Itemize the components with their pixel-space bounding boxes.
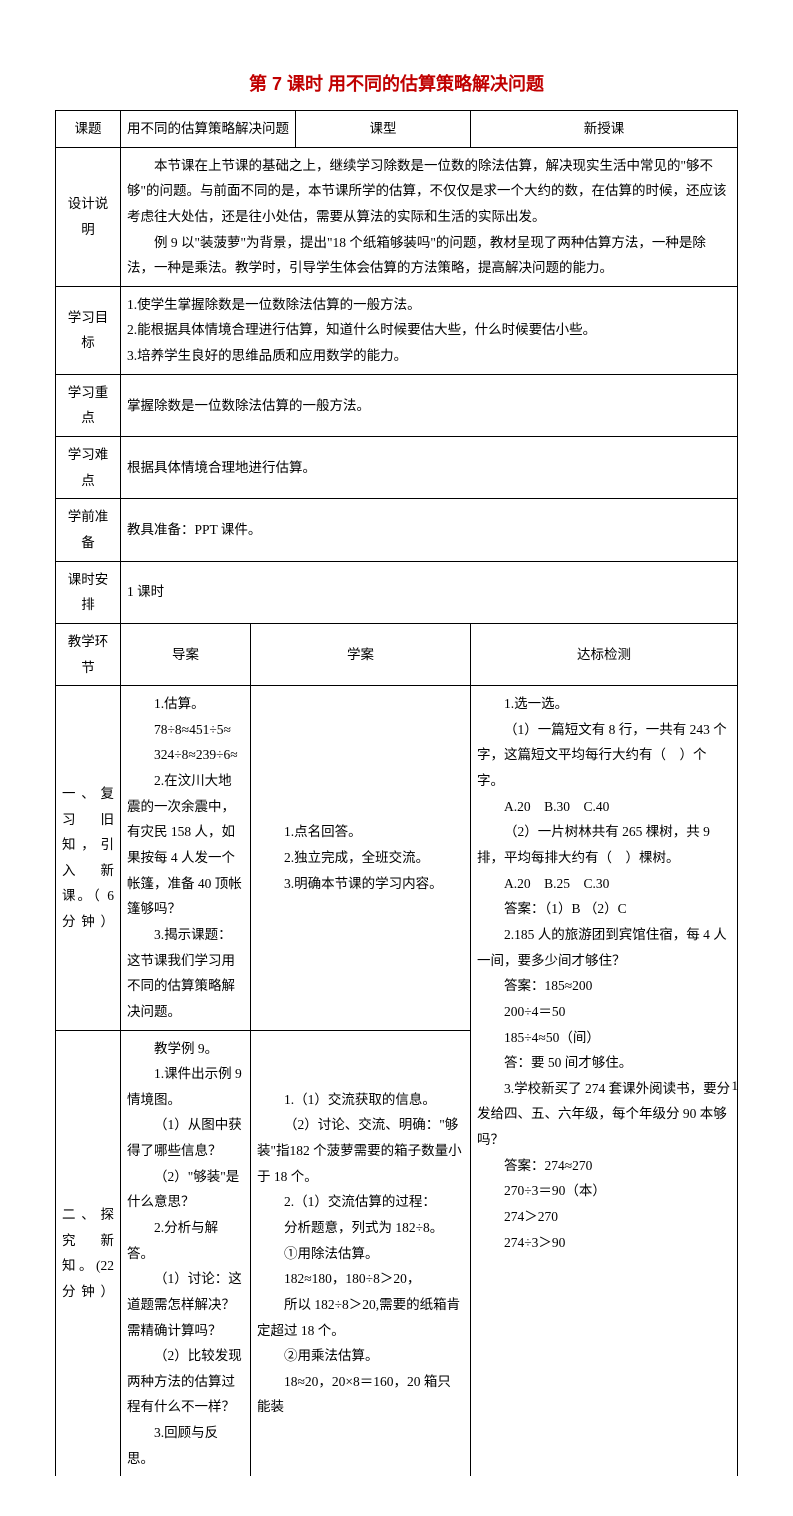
sec1-s-p2: 2.独立完成，全班交流。 [257,845,464,871]
row-difficulty: 学习难点 根据具体情境合理地进行估算。 [56,437,738,499]
sec1-g-p2: 78÷8≈451÷5≈ [127,717,244,743]
row-prep: 学前准备 教具准备：PPT 课件。 [56,499,738,561]
design-p1: 本节课在上节课的基础之上，继续学习除数是一位数的除法估算，解决现实生活中常见的"… [127,153,731,230]
label-difficulty: 学习难点 [56,437,121,499]
sec2-s-p4: 分析题意，列式为 182÷8。 [257,1215,464,1241]
row-goal: 学习目标 1.使学生掌握除数是一位数除法估算的一般方法。 2.能根据具体情境合理… [56,286,738,374]
page-number: 1 [732,1078,739,1094]
sec1-g-p5: 3.揭示课题：这节课我们学习用不同的估算策略解决问题。 [127,922,244,1025]
sec2-s-p7: 所以 182÷8＞20,需要的纸箱肯定超过 18 个。 [257,1292,464,1343]
row-topic: 课题 用不同的估算策略解决问题 课型 新授课 [56,111,738,148]
sec2-g-p1: 教学例 9。 [127,1036,244,1062]
check-p14: 270÷3＝90（本） [477,1178,731,1204]
label-topic: 课题 [56,111,121,148]
value-time: 1 课时 [121,561,738,623]
sec1-s-p1: 1.点名回答。 [257,819,464,845]
check-p16: 274÷3＞90 [477,1230,731,1256]
sec2-s-p5: ①用除法估算。 [257,1241,464,1267]
sec2-s-p1: 1.（1）交流获取的信息。 [257,1087,464,1113]
check-p2: （1）一篇短文有 8 行，一共有 243 个字，这篇短文平均每行大约有（ ）个字… [477,717,731,794]
sec1-g-p3: 324÷8≈239÷6≈ [127,742,244,768]
row-focus: 学习重点 掌握除数是一位数除法估算的一般方法。 [56,374,738,436]
goal-p2: 2.能根据具体情境合理进行估算，知道什么时候要估大些，什么时候要估小些。 [127,317,731,343]
label-goal: 学习目标 [56,286,121,374]
row-design: 设计说明 本节课在上节课的基础之上，继续学习除数是一位数的除法估算，解决现实生活… [56,147,738,286]
label-time: 课时安排 [56,561,121,623]
header-study: 学案 [251,623,471,685]
sec1-g-p1: 1.估算。 [127,691,244,717]
sec2-s-p3: 2.（1）交流估算的过程： [257,1189,464,1215]
sec2-g-p2: 1.课件出示例 9 情境图。 [127,1061,244,1112]
sec2-g-p8: 3.回顾与反思。 [127,1420,244,1471]
check-p11: 答：要 50 间才够住。 [477,1050,731,1076]
label-prep: 学前准备 [56,499,121,561]
sec2-s-p2: （2）讨论、交流、明确："够装"指182 个菠萝需要的箱子数量小于 18 个。 [257,1112,464,1189]
value-topic: 用不同的估算策略解决问题 [121,111,296,148]
sec2-g-p5: 2.分析与解答。 [127,1215,244,1266]
value-difficulty: 根据具体情境合理地进行估算。 [121,437,738,499]
goal-p1: 1.使学生掌握除数是一位数除法估算的一般方法。 [127,292,731,318]
value-type: 新授课 [471,111,738,148]
sec2-guide: 教学例 9。 1.课件出示例 9 情境图。 （1）从图中获得了哪些信息？ （2）… [121,1030,251,1476]
sec1-s-p3: 3.明确本节课的学习内容。 [257,871,464,897]
check-p8: 答案：185≈200 [477,973,731,999]
check-p7: 2.185 人的旅游团到宾馆住宿，每 4 人一间，要多少间才够住？ [477,922,731,973]
sec2-s-p8: ②用乘法估算。 [257,1343,464,1369]
sec2-g-p6: （1）讨论：这道题需怎样解决？需精确计算吗？ [127,1266,244,1343]
header-check: 达标检测 [471,623,738,685]
label-design: 设计说明 [56,147,121,286]
goal-p3: 3.培养学生良好的思维品质和应用数学的能力。 [127,343,731,369]
header-phase: 教学环节 [56,623,121,685]
sec1-guide: 1.估算。 78÷8≈451÷5≈ 324÷8≈239÷6≈ 2.在汶川大地震的… [121,686,251,1030]
sec1-g-p4: 2.在汶川大地震的一次余震中，有灾民 158 人，如果按每 4 人发一个帐篷，准… [127,768,244,922]
check-p13: 答案：274≈270 [477,1153,731,1179]
header-guide: 导案 [121,623,251,685]
sec2-g-p4: （2）"够装"是什么意思？ [127,1164,244,1215]
sec2-g-p7: （2）比较发现两种方法的估算过程有什么不一样？ [127,1343,244,1420]
check-p5: A.20 B.25 C.30 [477,871,731,897]
value-focus: 掌握除数是一位数除法估算的一般方法。 [121,374,738,436]
value-goal: 1.使学生掌握除数是一位数除法估算的一般方法。 2.能根据具体情境合理进行估算，… [121,286,738,374]
sec2-label: 二、探究新知。(22分钟） [56,1030,121,1476]
document-title: 第 7 课时 用不同的估算策略解决问题 [55,70,738,96]
design-p2: 例 9 以"装菠萝"为背景，提出"18 个纸箱够装吗"的问题，教材呈现了两种估算… [127,230,731,281]
sec1-label: 一、复习旧知，引入新课。（ 6 分钟） [56,686,121,1030]
page-container: 第 7 课时 用不同的估算策略解决问题 课题 用不同的估算策略解决问题 课型 新… [0,0,793,1516]
value-design: 本节课在上节课的基础之上，继续学习除数是一位数的除法估算，解决现实生活中常见的"… [121,147,738,286]
row-section-header: 教学环节 导案 学案 达标检测 [56,623,738,685]
check-p6: 答案：（1）B （2）C [477,896,731,922]
check-p12: 3.学校新买了 274 套课外阅读书，要分发给四、五、六年级，每个年级分 90 … [477,1076,731,1153]
label-focus: 学习重点 [56,374,121,436]
sec2-study: 1.（1）交流获取的信息。 （2）讨论、交流、明确："够装"指182 个菠萝需要… [251,1030,471,1476]
check-p10: 185÷4≈50（间） [477,1025,731,1051]
check-p3: A.20 B.30 C.40 [477,794,731,820]
check-cell: 1.选一选。 （1）一篇短文有 8 行，一共有 243 个字，这篇短文平均每行大… [471,686,738,1477]
value-prep: 教具准备：PPT 课件。 [121,499,738,561]
sec2-s-p9: 18≈20，20×8＝160，20 箱只能装 [257,1369,464,1420]
lesson-table: 课题 用不同的估算策略解决问题 课型 新授课 设计说明 本节课在上节课的基础之上… [55,110,738,1476]
check-p1: 1.选一选。 [477,691,731,717]
sec1-study: 1.点名回答。 2.独立完成，全班交流。 3.明确本节课的学习内容。 [251,686,471,1030]
check-p9: 200÷4＝50 [477,999,731,1025]
row-time: 课时安排 1 课时 [56,561,738,623]
row-section-1: 一、复习旧知，引入新课。（ 6 分钟） 1.估算。 78÷8≈451÷5≈ 32… [56,686,738,1030]
sec2-s-p6: 182≈180，180÷8＞20， [257,1266,464,1292]
label-type: 课型 [296,111,471,148]
sec2-g-p3: （1）从图中获得了哪些信息？ [127,1112,244,1163]
check-p4: （2）一片树林共有 265 棵树，共 9 排，平均每排大约有（ ）棵树。 [477,819,731,870]
check-p15: 274＞270 [477,1204,731,1230]
